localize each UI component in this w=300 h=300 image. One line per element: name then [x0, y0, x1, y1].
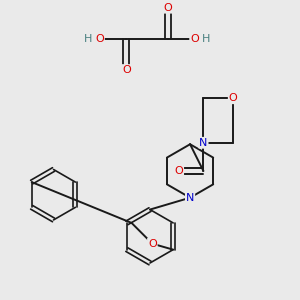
Text: O: O	[174, 166, 183, 176]
Text: O: O	[148, 239, 157, 249]
Text: O: O	[190, 34, 199, 44]
Text: N: N	[186, 193, 194, 203]
Text: O: O	[164, 3, 172, 13]
Text: H: H	[83, 34, 92, 44]
Text: O: O	[95, 34, 104, 44]
Text: N: N	[199, 138, 208, 148]
Text: O: O	[229, 93, 238, 103]
Text: H: H	[202, 34, 211, 44]
Text: O: O	[122, 65, 130, 75]
